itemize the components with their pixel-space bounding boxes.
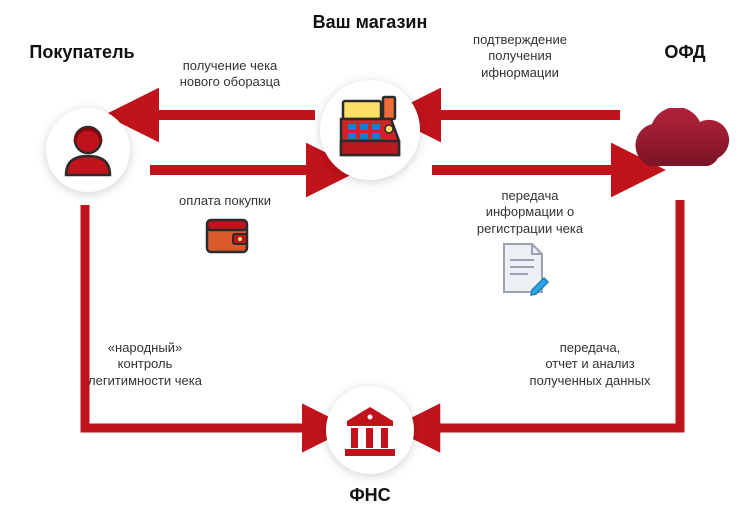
edge-label-receipt: получение чека нового оборазца (155, 58, 305, 91)
user-icon (58, 120, 118, 180)
store-node (320, 80, 420, 180)
edge-label-send: передача информации о регистрации чека (450, 188, 610, 237)
ofd-label: ОФД (655, 42, 715, 63)
government-icon (341, 401, 399, 459)
edge-label-pay: оплата покупки (160, 193, 290, 209)
edge-label-people: «народный» контроль легитимности чека (65, 340, 225, 389)
cash-register-icon (333, 93, 407, 167)
fns-node (326, 386, 414, 474)
wallet-icon (203, 216, 251, 256)
fns-label: ФНС (340, 485, 400, 506)
cloud-icon (622, 108, 732, 184)
buyer-node (46, 108, 130, 192)
buyer-label: Покупатель (22, 42, 142, 63)
store-label: Ваш магазин (300, 12, 440, 33)
edge-label-report: передача, отчет и анализ полученных данн… (500, 340, 680, 389)
document-icon (498, 240, 552, 300)
edge-buyer-to-fns (85, 205, 310, 428)
edge-label-confirm: подтверждение получения ифнормации (450, 32, 590, 81)
